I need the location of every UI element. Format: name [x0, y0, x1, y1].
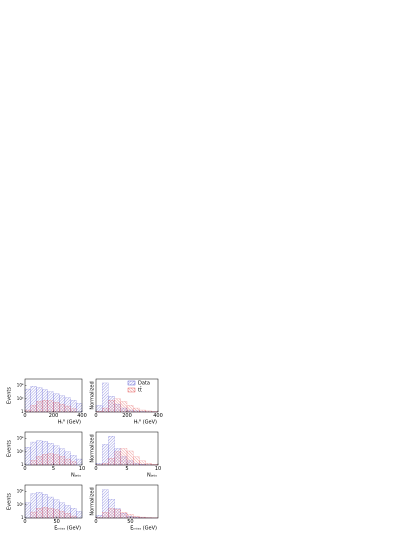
histogram-bar	[53, 454, 60, 466]
y-tick-label: 1	[21, 462, 24, 467]
histogram-bar	[64, 513, 71, 519]
y-axis-label: Events	[7, 493, 13, 510]
y-tick-label: 1	[21, 409, 24, 414]
histogram-bar	[133, 456, 140, 466]
x-axis-label: Eₘᵢₛₛ (GeV)	[54, 526, 81, 532]
x-tick-label: 0	[23, 519, 26, 525]
histogram-bar	[76, 511, 83, 519]
x-tick-label: 0	[23, 466, 26, 472]
x-axis-label: Hₜᴿ (GeV)	[134, 420, 157, 426]
x-axis-label: Nⱼₑₜₛ	[71, 473, 81, 479]
x-tick-label: 200	[122, 413, 132, 419]
histogram-bar	[30, 511, 37, 519]
histogram-bar	[108, 458, 115, 466]
x-tick-label: 5	[52, 466, 55, 472]
histogram-bar	[126, 405, 134, 413]
x-tick-label: 0	[23, 413, 26, 419]
histogram-bar	[139, 409, 146, 413]
histogram-bar	[102, 382, 109, 413]
x-tick-label: 400	[153, 413, 163, 419]
histogram-bar	[108, 399, 115, 413]
histogram-bar	[126, 450, 134, 466]
y-tick-label: 10⁴	[17, 383, 24, 388]
legend-label: Data	[138, 381, 150, 387]
histogram-bar	[108, 508, 115, 519]
histogram-bar	[76, 403, 83, 413]
y-axis-label: Events	[7, 387, 13, 404]
x-axis-label: Nⱼₑₜₛ	[147, 473, 157, 479]
histogram-bar	[30, 460, 37, 466]
histogram-bar	[64, 405, 71, 413]
histogram-bar	[102, 407, 109, 413]
histogram-bar	[47, 400, 54, 413]
histogram-bar	[36, 401, 43, 413]
x-axis-label: Hₜᴿ (GeV)	[58, 420, 81, 426]
x-tick-label: 0	[94, 466, 97, 472]
x-tick-label: 5	[125, 466, 128, 472]
y-tick-label: 10²	[17, 396, 24, 401]
x-axis-label: Eₘᵢₛₛ (GeV)	[130, 526, 157, 532]
histogram-bar	[53, 509, 60, 519]
y-axis-label: Normalized	[90, 434, 96, 462]
histogram-bar	[120, 512, 128, 519]
histogram-bar	[133, 515, 140, 519]
x-tick-label: 0	[94, 519, 97, 525]
histogram-bar	[70, 408, 77, 413]
histogram-bar	[59, 456, 66, 466]
y-tick-label: 10²	[17, 449, 24, 454]
histogram-bar	[70, 461, 77, 466]
x-tick-label: 50	[127, 519, 133, 525]
x-tick-label: 50	[53, 519, 59, 525]
histogram-bar	[41, 507, 48, 519]
histogram-bar	[102, 512, 109, 519]
legend-label: tt̄	[138, 387, 142, 394]
y-tick-label: 10²	[17, 502, 24, 507]
histogram-bar	[114, 509, 121, 519]
x-tick-label: 10	[79, 466, 85, 472]
histogram-bar	[114, 398, 121, 413]
histogram-bar	[126, 514, 134, 519]
histogram-bar	[120, 401, 128, 413]
histogram-bar	[53, 402, 60, 413]
histogram-bar	[47, 453, 54, 466]
histogram-bar	[24, 388, 31, 413]
histogram-bar	[59, 404, 66, 413]
plot-frame	[24, 484, 83, 519]
legend-swatch	[127, 387, 136, 393]
histogram-bar	[133, 407, 140, 413]
y-tick-label: 10⁴	[17, 489, 24, 494]
histogram-bar	[95, 405, 103, 413]
histogram-bar	[76, 458, 83, 466]
histogram-bar	[120, 448, 128, 466]
histogram-bar	[59, 511, 66, 519]
x-tick-label: 0	[94, 413, 97, 419]
legend-swatch	[127, 380, 136, 386]
y-axis-label: Normalized	[90, 487, 96, 515]
histogram-bar	[64, 458, 71, 466]
histogram-bar	[36, 456, 43, 466]
histogram-bar	[70, 515, 77, 519]
histogram-bar	[36, 508, 43, 519]
histogram-bar	[30, 405, 37, 413]
histogram-bar	[139, 460, 146, 466]
y-tick-label: 10⁴	[17, 436, 24, 441]
histogram-bar	[41, 454, 48, 466]
histogram-bar	[114, 451, 121, 466]
histogram-bar	[24, 447, 31, 466]
histogram-bar	[41, 400, 48, 413]
y-tick-label: 1	[21, 515, 24, 520]
x-tick-label: 10	[155, 466, 161, 472]
histogram-bar	[47, 508, 54, 519]
histogram-bar	[24, 502, 31, 519]
histogram-bar	[24, 409, 31, 413]
histogram-bar	[102, 444, 109, 466]
plot-frame	[95, 484, 159, 519]
x-tick-label: 200	[49, 413, 59, 419]
y-axis-label: Normalized	[90, 381, 96, 409]
x-tick-label: 400	[77, 413, 87, 419]
y-axis-label: Events	[7, 440, 13, 457]
